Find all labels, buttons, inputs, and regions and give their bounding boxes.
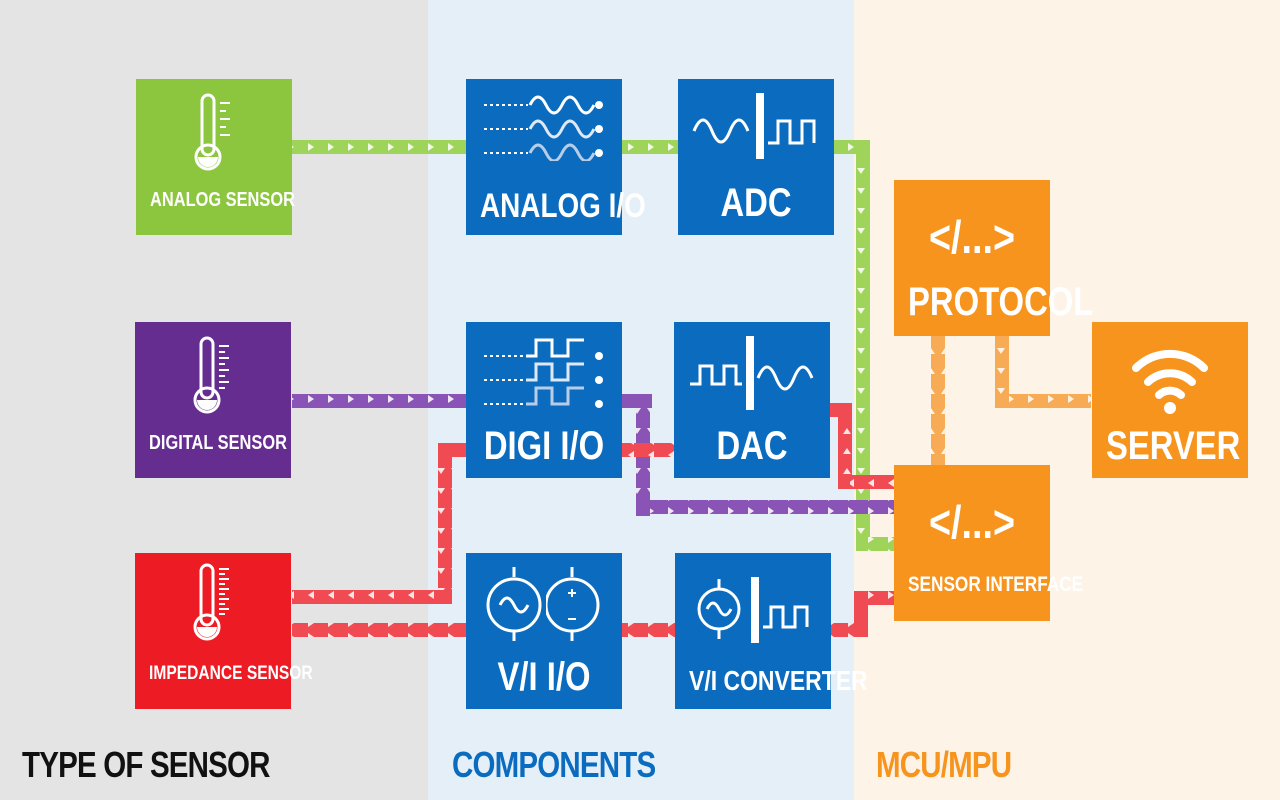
vi-converter-box: V/I CONVERTER <box>675 553 868 709</box>
code-icon: </...> <box>929 211 1015 263</box>
mcu-column-title: MCU/MPU <box>876 744 1012 785</box>
components-column-title: COMPONENTS <box>452 744 656 785</box>
vi-io-label: V/I I/O <box>497 655 591 699</box>
vi-io-box: V/I I/O <box>466 553 622 709</box>
digital-path <box>292 394 894 516</box>
analog-sensor-label: ANALOG SENSOR <box>150 189 295 211</box>
sensor-interface-box: </...> SENSOR INTERFACE <box>894 465 1084 621</box>
protocol-label: PROTOCOL <box>908 280 1094 324</box>
impedance-sensor-label: IMPEDANCE SENSOR <box>149 663 313 684</box>
digi-io-box: DIGI I/O <box>466 322 622 478</box>
analog-path <box>292 140 894 551</box>
adc-label: ADC <box>720 181 792 225</box>
dac-icon <box>690 336 814 410</box>
digital-waves-icon <box>484 338 603 408</box>
impedance-path <box>292 403 894 637</box>
sensor-interface-label: SENSOR INTERFACE <box>908 573 1084 596</box>
analog-io-box: ANALOG I/O <box>466 79 646 235</box>
vi-converter-label: V/I CONVERTER <box>689 665 868 696</box>
code-icon: </...> <box>929 496 1015 548</box>
vi-converter-icon <box>697 577 809 643</box>
dac-box: DAC <box>674 322 830 478</box>
analog-sensor-box: ANALOG SENSOR <box>136 79 295 235</box>
dac-label: DAC <box>716 424 788 468</box>
thermometer-icon <box>193 563 229 641</box>
wifi-icon <box>1132 349 1208 414</box>
analog-io-label: ANALOG I/O <box>480 187 646 225</box>
digital-sensor-box: DIGITAL SENSOR <box>135 322 291 478</box>
analog-waves-icon <box>484 95 603 161</box>
server-box: SERVER <box>1092 322 1248 478</box>
sensor-column-title: TYPE OF SENSOR <box>22 744 271 785</box>
digital-sensor-label: DIGITAL SENSOR <box>149 432 287 454</box>
dc-source-icon <box>546 567 600 641</box>
thermometer-icon <box>194 93 230 171</box>
impedance-sensor-box: IMPEDANCE SENSOR <box>135 553 313 709</box>
server-label: SERVER <box>1106 424 1241 468</box>
adc-icon <box>692 93 816 159</box>
thermometer-icon <box>193 336 229 414</box>
ac-source-icon <box>486 567 542 641</box>
mcu-path <box>931 334 1091 466</box>
adc-box: ADC <box>678 79 834 235</box>
digi-io-label: DIGI I/O <box>483 424 605 468</box>
protocol-box: </...> PROTOCOL <box>894 180 1094 336</box>
